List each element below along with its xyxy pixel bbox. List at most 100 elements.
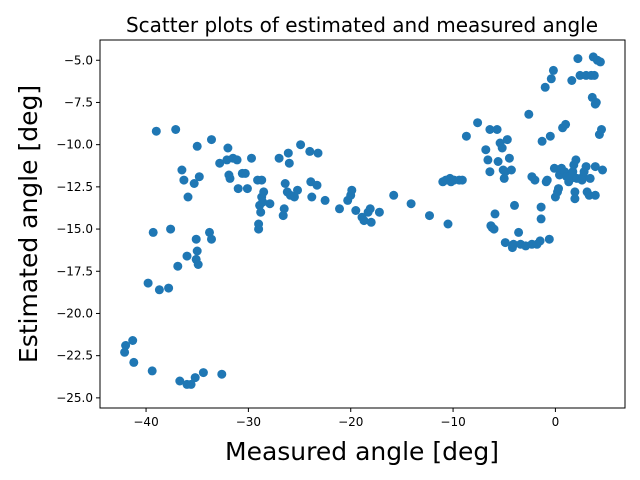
data-point [192,246,202,256]
data-point [473,118,483,128]
data-point [570,194,580,204]
x-axis-ticks: −40 −30 −20 −10 0 [133,408,559,429]
data-point [571,155,581,165]
data-point [191,234,201,244]
data-point [186,379,196,389]
data-point [289,192,299,202]
data-point [147,366,157,376]
y-tick-label: −17.5 [56,264,93,278]
data-point [366,217,376,227]
data-point [500,238,510,248]
y-axis-label: Estimated angle [deg] [14,85,43,363]
data-point [293,185,302,195]
data-point [542,175,552,185]
data-point [597,125,606,134]
data-point [256,207,266,217]
data-point [504,153,514,163]
data-point [499,173,509,183]
data-point [497,143,507,153]
x-tick-label: −10 [440,415,465,429]
data-point [283,148,293,158]
y-tick-label: −10.0 [56,138,93,152]
data-point [179,175,189,185]
data-point [535,236,545,246]
data-point [274,153,284,163]
data-point [166,224,176,234]
data-point [590,190,600,200]
data-point [536,202,546,212]
data-point [510,200,519,210]
x-tick-label: −30 [236,415,261,429]
data-point [247,153,256,163]
data-point [194,172,204,182]
data-point [506,165,516,175]
data-point [509,239,518,249]
data-point [193,260,203,269]
x-axis-label: Measured angle [deg] [225,437,499,466]
data-point [554,184,563,194]
y-axis-ticks: −25.0 −22.5 −20.0 −17.5 −15.0 −12.5 −10.0 −7.5 −… [56,53,100,405]
data-point [544,234,554,244]
x-tick-label: 0 [552,415,560,429]
data-point [151,126,161,136]
data-point [320,195,330,205]
data-point [530,175,540,185]
data-point [129,357,139,367]
data-point [359,216,369,226]
data-point [313,148,323,158]
data-point [177,165,187,175]
data-point [215,158,225,168]
data-point [374,207,384,217]
data-point [481,145,491,155]
data-point [232,155,242,165]
data-point [307,192,317,202]
data-point [143,278,153,288]
data-point [284,158,294,168]
data-point [546,74,556,84]
data-point [548,65,558,75]
chart-title: Scatter plots of estimated and measured … [126,13,598,37]
data-point [280,179,290,188]
data-point [189,179,199,188]
data-point [443,219,453,229]
data-point [305,146,315,156]
data-point [493,157,503,166]
data-point [570,187,580,197]
data-point [225,173,235,183]
data-point [457,175,467,185]
data-point [490,209,500,219]
data-point [545,131,555,141]
data-point [242,184,252,194]
data-point [182,251,192,261]
data-point [258,197,268,207]
y-tick-label: −20.0 [56,306,93,320]
data-point [425,211,434,221]
data-point [192,141,202,151]
x-tick-label: −40 [133,415,158,429]
data-point [154,285,164,295]
data-point [279,204,289,214]
data-point [590,162,600,172]
data-point [128,336,138,345]
data-point [120,347,130,357]
data-point [240,168,250,178]
data-point [389,190,399,200]
data-point [365,204,375,214]
data-point [173,261,183,271]
data-point [233,184,243,194]
data-point [567,76,577,85]
data-point [171,125,181,134]
data-point [175,376,185,386]
data-point [536,214,546,224]
data-point [585,173,595,183]
data-point [406,199,416,209]
data-point [485,125,495,134]
data-point [254,219,264,229]
data-point [489,224,499,234]
data-point [573,54,583,64]
data-point [514,227,524,237]
y-tick-label: −15.0 [56,222,93,236]
data-point [183,192,193,202]
data-point [351,206,361,215]
